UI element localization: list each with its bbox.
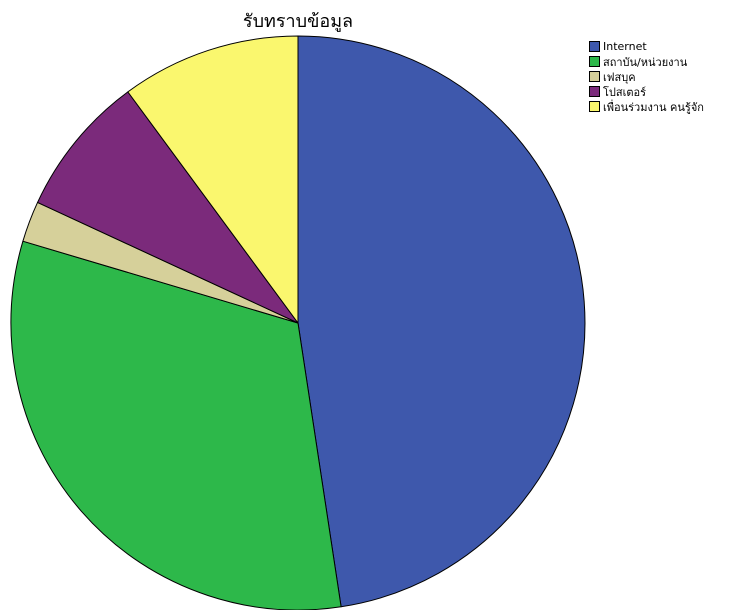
pie-slice-0 — [298, 36, 585, 607]
legend-label: เพื่อนร่วมงาน คนรู้จัก — [603, 98, 704, 116]
legend-swatch — [589, 41, 600, 52]
legend-label: Internet — [603, 40, 647, 53]
legend-swatch — [589, 71, 600, 82]
legend-swatch — [589, 86, 600, 97]
legend-item: เพื่อนร่วมงาน คนรู้จัก — [589, 99, 704, 114]
legend-swatch — [589, 56, 600, 67]
legend: Internet สถาบัน/หน่วยงาน เฟสบุค โปสเตอร์ เพื… — [589, 39, 704, 114]
legend-swatch — [589, 101, 600, 112]
